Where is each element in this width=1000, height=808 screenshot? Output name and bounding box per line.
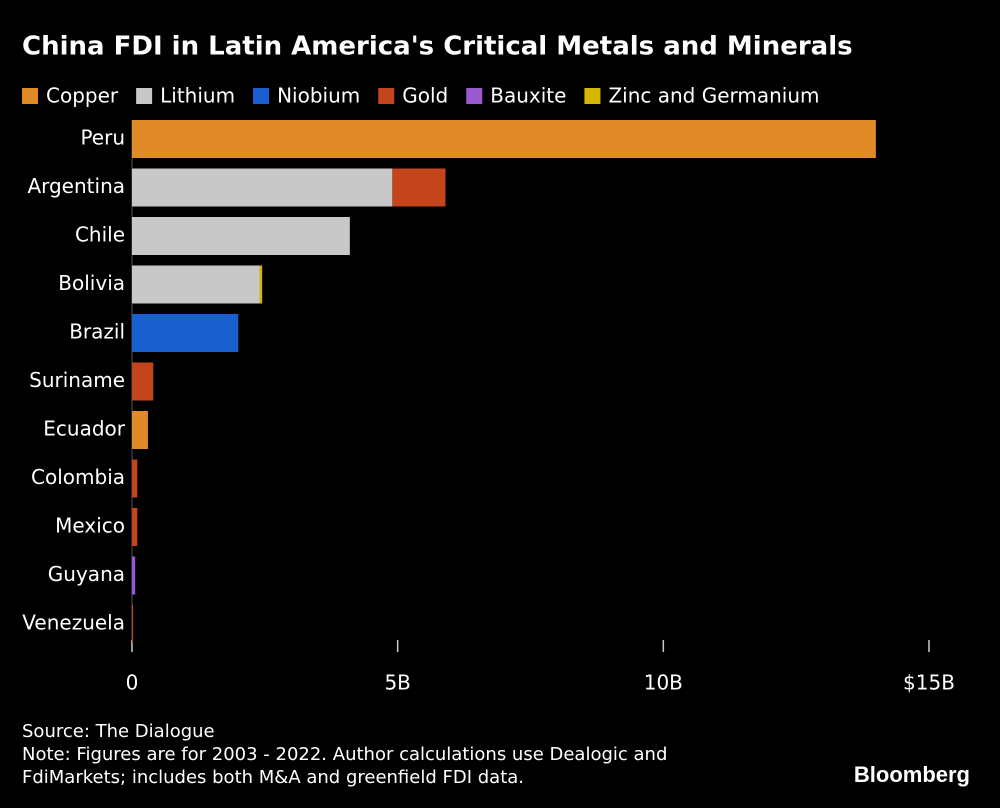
y-tick-label: Argentina: [27, 174, 125, 198]
bar-segment: [259, 265, 263, 304]
bar-segment: [132, 556, 136, 595]
y-tick-label: Peru: [80, 126, 125, 150]
footer: Source: The Dialogue Note: Figures are f…: [22, 720, 742, 789]
y-tick-label: Chile: [75, 223, 125, 247]
x-tick-label: 5B: [384, 671, 410, 695]
bar-segment: [132, 217, 350, 255]
legend-swatch: [584, 88, 601, 104]
legend-swatch: [22, 88, 38, 104]
logo: Bloomberg: [853, 762, 970, 787]
legend-swatch: [466, 88, 483, 104]
legend-label: Niobium: [277, 84, 360, 108]
y-tick-label: Suriname: [29, 368, 125, 392]
legend-swatch: [378, 88, 395, 104]
x-tick-label: 10B: [644, 671, 683, 695]
bar-segment: [132, 120, 876, 158]
bar-segment: [392, 168, 446, 207]
legend-label: Gold: [402, 84, 448, 108]
note: Note: Figures are for 2003 - 2022. Autho…: [22, 744, 668, 788]
legend-label: Copper: [46, 84, 119, 108]
bar-segment: [132, 168, 393, 207]
y-tick-label: Ecuador: [43, 417, 125, 441]
bar-segment: [132, 314, 239, 352]
y-tick-label: Guyana: [48, 562, 125, 586]
bar-segment: [132, 362, 154, 401]
bar-segment: [132, 411, 148, 449]
bar-segment: [132, 508, 138, 546]
y-tick-label: Mexico: [55, 514, 125, 538]
bar-segment: [132, 265, 260, 304]
y-tick-label: Colombia: [31, 465, 125, 489]
x-tick-label: $15B: [903, 671, 955, 695]
bar-segment: [132, 605, 134, 643]
y-tick-label: Bolivia: [58, 271, 125, 295]
legend-label: Lithium: [160, 84, 235, 108]
legend-swatch: [136, 88, 153, 104]
x-tick-label: 0: [126, 671, 139, 695]
bar-segment: [132, 459, 138, 498]
y-tick-label: Brazil: [69, 320, 125, 344]
chart-title: China FDI in Latin America's Critical Me…: [22, 32, 853, 62]
source: Source: The Dialogue: [22, 721, 215, 742]
legend-label: Zinc and Germanium: [608, 84, 819, 108]
legend-label: Bauxite: [490, 84, 566, 108]
legend-swatch: [253, 88, 270, 104]
y-tick-label: Venezuela: [22, 611, 125, 635]
